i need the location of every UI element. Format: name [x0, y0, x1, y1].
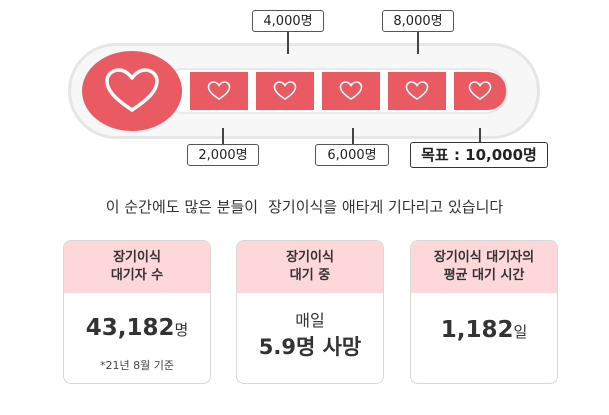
heart-icon [405, 81, 429, 100]
marker-tick [417, 32, 419, 54]
card-value: 1,182일 [411, 317, 557, 343]
heart-icon [105, 68, 159, 112]
card-value-number: 5.9명 사망 [258, 335, 362, 359]
marker-tick [479, 128, 481, 146]
card-value: 43,182명 [64, 315, 210, 341]
card-title-line2: 대기 중 [289, 268, 331, 283]
card-header: 장기이식 대기자의 평균 대기 시간 [411, 241, 557, 293]
marker-tick [352, 128, 354, 148]
level-segment-5 [454, 72, 506, 110]
card-value-number: 1,182 [440, 317, 514, 343]
card-value-number: 43,182 [85, 315, 175, 341]
stat-card-daily-deaths: 장기이식 대기 중 매일 5.9명 사망 [236, 240, 384, 384]
heart-icon [468, 81, 492, 100]
card-title-line2: 평균 대기 시간 [443, 268, 525, 283]
headline: 이 순간에도 많은 분들이 장기이식을 애타게 기다리고 있습니다 [0, 196, 609, 217]
marker-label-8000: 8,000명 [382, 10, 454, 32]
level-segment-2 [256, 72, 314, 110]
card-title-line1: 장기이식 대기자의 [433, 250, 535, 265]
card-title-line1: 장기이식 [286, 250, 334, 265]
card-note: *21년 8월 기준 [100, 359, 174, 372]
card-title-line1: 장기이식 [113, 250, 161, 265]
card-title-line2: 대기자 수 [110, 268, 164, 283]
thermometer-bulb [82, 51, 182, 131]
marker-label-2000: 2,000명 [187, 144, 259, 166]
card-header: 장기이식 대기자 수 [64, 241, 210, 293]
card-value-unit: 명 [174, 321, 189, 339]
card-header: 장기이식 대기 중 [237, 241, 383, 293]
card-body: 1,182일 [411, 293, 557, 383]
stat-card-waiting-count: 장기이식 대기자 수 43,182명 *21년 8월 기준 [63, 240, 211, 384]
heart-icon [339, 81, 363, 100]
card-value-unit: 일 [513, 323, 528, 341]
goal-label: 목표 : 10,000명 [410, 142, 548, 168]
stat-card-average-wait: 장기이식 대기자의 평균 대기 시간 1,182일 [410, 240, 558, 384]
marker-label-6000: 6,000명 [315, 144, 389, 166]
level-segment-1 [190, 72, 248, 110]
marker-tick [222, 128, 224, 148]
heart-icon [207, 81, 231, 100]
headline-part1: 이 순간에도 많은 분들이 [105, 198, 259, 216]
level-segment-4 [388, 72, 446, 110]
headline-part2: 장기이식을 애타게 기다리고 있습니다 [268, 198, 504, 216]
card-body: 매일 5.9명 사망 [237, 293, 383, 383]
heart-icon [273, 81, 297, 100]
marker-tick [287, 32, 289, 54]
card-body: 43,182명 *21년 8월 기준 [64, 293, 210, 383]
level-segment-3 [322, 72, 380, 110]
card-value-prefix: 매일 [295, 311, 325, 330]
marker-label-4000: 4,000명 [252, 10, 324, 32]
